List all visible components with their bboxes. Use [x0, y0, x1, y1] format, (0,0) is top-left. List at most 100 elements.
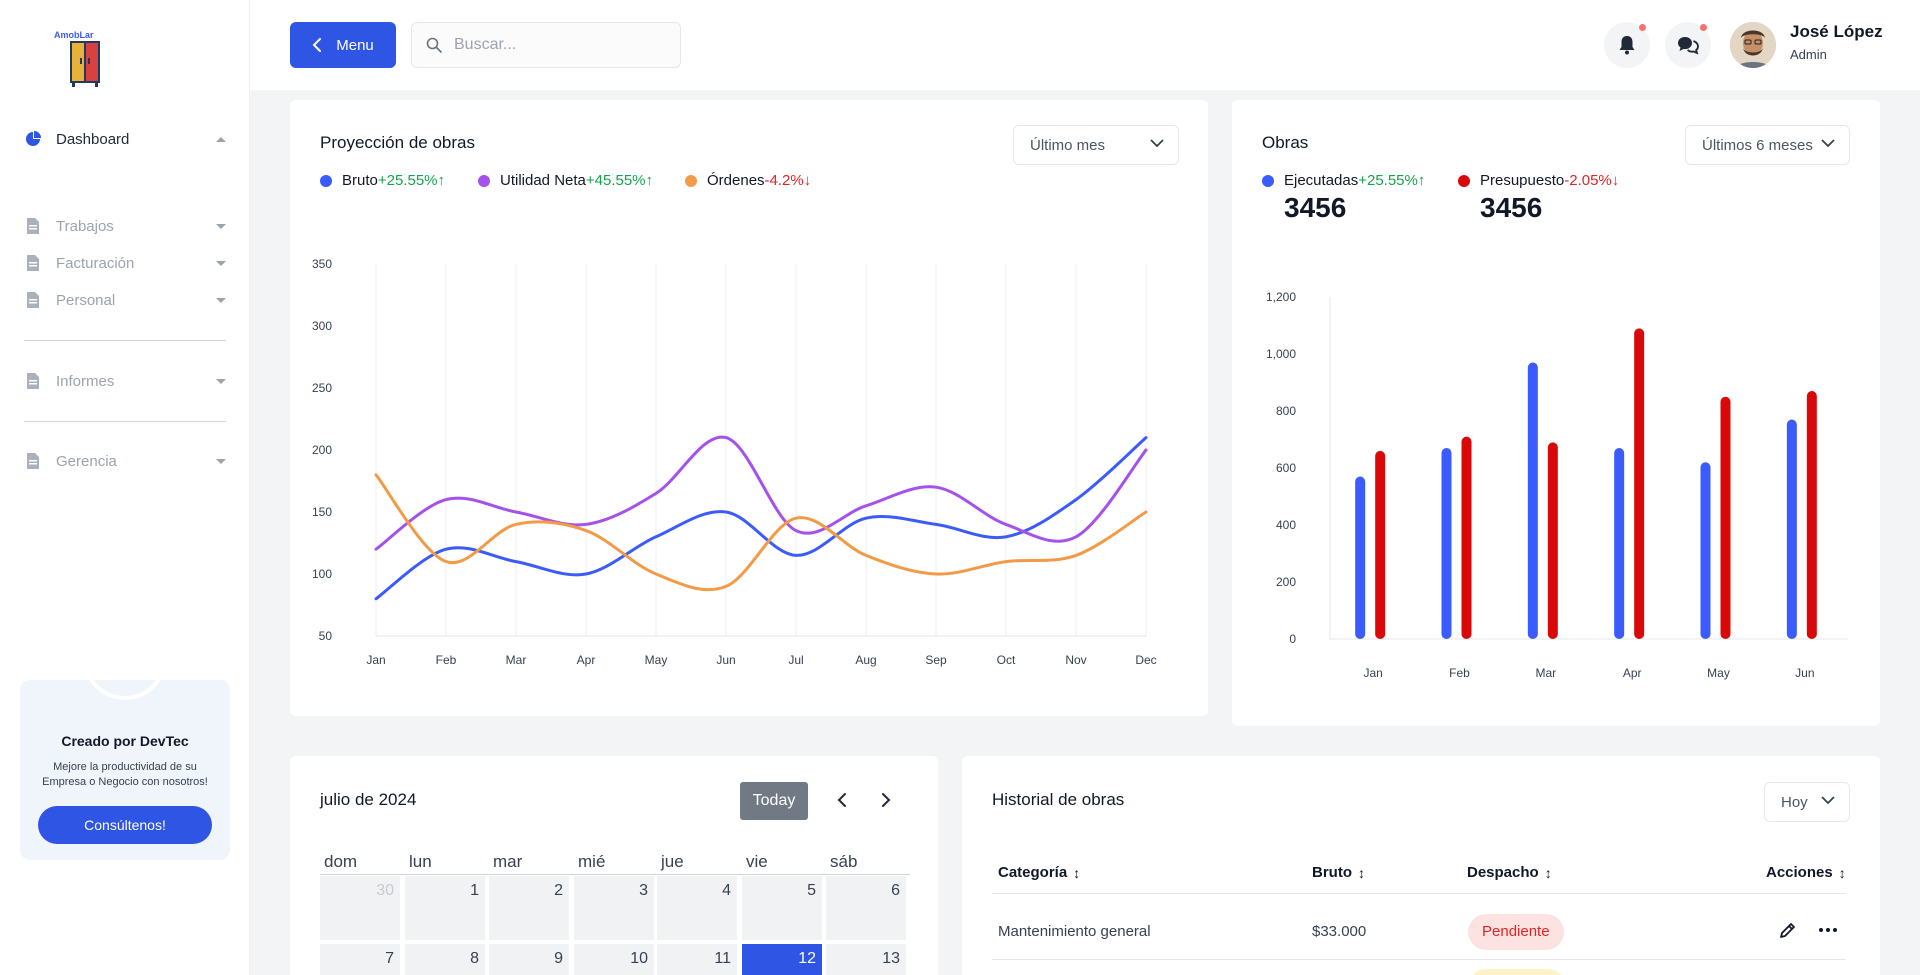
sidebar-item-label: Dashboard [56, 130, 130, 148]
calendar-day[interactable]: 8 [405, 944, 485, 975]
search-input[interactable] [454, 36, 654, 54]
pie-chart-icon [24, 130, 42, 148]
promo-decoration [83, 680, 167, 700]
arrow-down-icon: ↓ [803, 172, 812, 189]
weekday-header: dom [324, 852, 358, 871]
today-button[interactable]: Today [740, 782, 808, 820]
avatar[interactable] [1730, 22, 1776, 68]
calendar-day[interactable]: 13 [826, 944, 906, 975]
bar [1375, 450, 1386, 639]
bar [1634, 328, 1645, 639]
calendar-day[interactable]: 4 [657, 876, 737, 940]
legend-item: Presupuesto -2.05% ↓ [1458, 172, 1619, 189]
calendar-day[interactable]: 7 [320, 944, 400, 975]
calendar-day[interactable]: 9 [489, 944, 569, 975]
projection-period-select[interactable]: Último mes [1013, 125, 1179, 165]
x-tick-label: Apr [1623, 666, 1642, 680]
document-icon [24, 217, 42, 235]
x-tick-label: Jan [366, 653, 385, 667]
menu-button[interactable]: Menu [290, 22, 396, 68]
bar [1547, 442, 1558, 639]
column-label: Acciones [1766, 864, 1833, 881]
legend-change: +45.55% [585, 172, 646, 189]
calendar-day[interactable]: 5 [742, 876, 822, 940]
calendar-day[interactable]: 10 [574, 944, 654, 975]
calendar-day[interactable]: 11 [657, 944, 737, 975]
sidebar-item-dashboard[interactable]: Dashboard [24, 127, 226, 151]
edit-icon[interactable] [1778, 920, 1800, 942]
user-name[interactable]: José López [1790, 22, 1883, 41]
promo-subtitle: Mejore la productividad de su Empresa o … [42, 761, 208, 788]
x-tick-label: Jun [716, 653, 735, 667]
messages-button[interactable] [1665, 22, 1711, 68]
column-header-despacho[interactable]: Despacho ↕ [1467, 864, 1552, 881]
weekday-header: mar [493, 852, 523, 871]
calendar-day[interactable]: 1 [405, 876, 485, 940]
legend-dot [685, 174, 697, 187]
status-badge: Pendiente [1468, 914, 1564, 950]
calendar-day[interactable]: 2 [489, 876, 569, 940]
obras-period-select[interactable]: Últimos 6 meses [1685, 125, 1850, 165]
sidebar-divider [24, 421, 226, 422]
selected-period: Últimos 6 meses [1702, 136, 1813, 154]
sidebar-item-label: Trabajos [56, 217, 114, 235]
history-title: Historial de obras [992, 790, 1125, 809]
calendar-day[interactable]: 6 [826, 876, 906, 940]
bar [1700, 462, 1711, 639]
weekday-header: jue [661, 852, 684, 871]
obras-bar-chart: 0 200 400 600 800 1,000 1,200 Jan Feb Mar Apr May Ju… [1266, 290, 1848, 680]
chat-icon [1678, 37, 1699, 55]
sidebar-item-informes[interactable]: Informes [24, 369, 226, 393]
calendar-day[interactable]: 3 [574, 876, 654, 940]
history-period-select[interactable]: Hoy [1764, 782, 1850, 822]
legend-label: Ejecutadas [1284, 172, 1359, 189]
column-label: Bruto [1312, 864, 1352, 881]
table-header-divider [992, 893, 1846, 894]
sort-icon: ↕ [1544, 864, 1552, 881]
user-role: Admin [1790, 47, 1827, 62]
sidebar-item-trabajos[interactable]: Trabajos [24, 214, 226, 238]
selected-period: Hoy [1781, 793, 1808, 811]
bar [1806, 391, 1817, 639]
menu-label: Menu [336, 36, 374, 54]
chevron-down-icon [1821, 139, 1835, 148]
calendar-month-title: julio de 2024 [320, 790, 417, 809]
obras-title: Obras [1262, 133, 1309, 152]
notifications-button[interactable] [1604, 22, 1650, 68]
series-line [374, 436, 1148, 601]
sidebar-divider [24, 340, 226, 341]
app-logo[interactable]: AmobLar [52, 28, 116, 88]
chevron-left-icon [312, 38, 322, 52]
legend-label: Utilidad Neta [500, 172, 586, 189]
column-header-acciones[interactable]: Acciones ↕ [1766, 864, 1846, 881]
contact-button[interactable]: Consúltenos! [38, 806, 212, 844]
notification-dot [1639, 24, 1646, 31]
column-header-bruto[interactable]: Bruto ↕ [1312, 864, 1365, 881]
sidebar-item-personal[interactable]: Personal [24, 288, 226, 312]
bar [1614, 448, 1625, 639]
calendar-day-selected[interactable]: 12 [742, 944, 822, 975]
y-tick-label: 300 [312, 319, 332, 333]
legend-dot [478, 174, 490, 187]
calendar-card: julio de 2024 Today dom lun mar mié jue … [290, 756, 938, 975]
legend-label: Órdenes [707, 172, 765, 189]
y-tick-label: 1,200 [1266, 290, 1296, 304]
sidebar-item-gerencia[interactable]: Gerencia [24, 449, 226, 473]
projection-line-chart: Jan Feb Mar Apr May Jun Jul Aug Sep Oct Nov Dec 50 10… [312, 257, 1157, 667]
sidebar-item-facturacion[interactable]: Facturación [24, 251, 226, 275]
bar [1461, 436, 1472, 639]
chevron-down-icon [1821, 796, 1835, 805]
x-tick-label: Oct [997, 653, 1016, 667]
next-month-button[interactable] [874, 788, 898, 812]
more-options-icon[interactable] [1818, 920, 1840, 942]
promo-card: Creado por DevTec Mejore la productivida… [20, 680, 230, 860]
calendar-day[interactable]: 30 [320, 876, 400, 940]
weekday-header: mié [578, 852, 606, 871]
legend-item: Utilidad Neta +45.55% ↑ [478, 172, 653, 189]
search-box[interactable] [411, 22, 681, 68]
column-header-categoria[interactable]: Categoría ↕ [998, 864, 1080, 881]
y-tick-label: 600 [1276, 461, 1296, 475]
series-line [374, 435, 1148, 551]
table-row-divider [992, 959, 1846, 960]
prev-month-button[interactable] [830, 788, 854, 812]
